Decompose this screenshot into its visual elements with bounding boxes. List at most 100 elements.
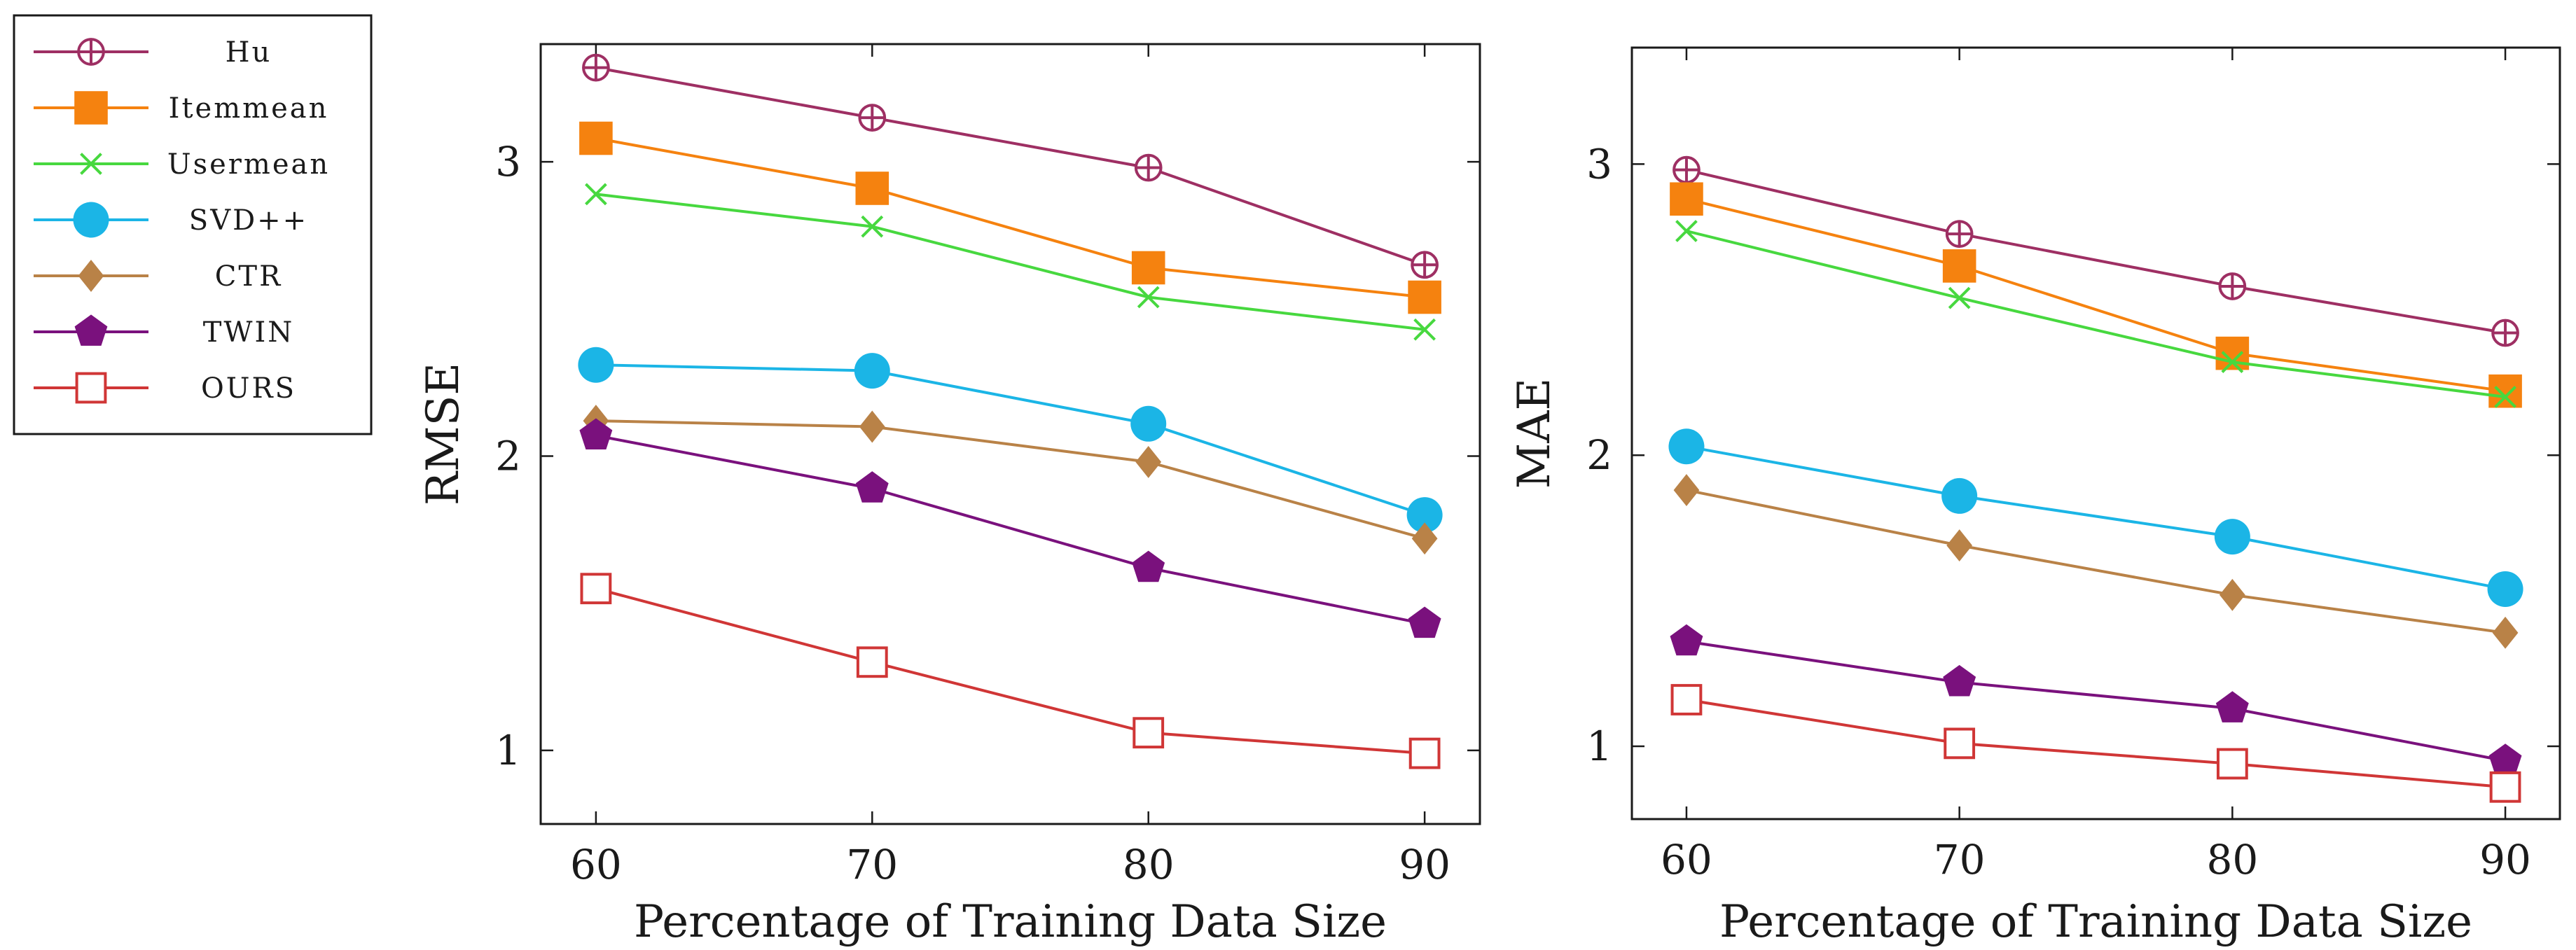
x-tick-label: 70 [846, 841, 898, 888]
legend-label: Usermean [167, 148, 330, 181]
data-point-hu-90 [2491, 319, 2519, 347]
legend-label: TWIN [203, 316, 295, 349]
y-tick-label: 3 [495, 138, 521, 186]
plot-frame [1630, 46, 2561, 820]
x-tick-label: 60 [570, 841, 622, 888]
series-twin [1670, 624, 2522, 775]
data-point-usermean-90 [2494, 386, 2516, 408]
series-line-itemmean [595, 137, 1425, 299]
legend-marker-svdplusplus [73, 202, 109, 238]
legend-entry-ours: OURS [34, 372, 296, 405]
data-point-ctr-60 [1673, 474, 1700, 507]
legend-marker-itemmean [74, 91, 108, 125]
data-point-twin-60 [1670, 624, 1703, 656]
data-point-itemmean-80 [1131, 251, 1165, 285]
legend-label: CTR [215, 260, 282, 293]
data-point-hu-60 [1673, 155, 1701, 184]
data-point-ours-90 [1408, 737, 1441, 769]
data-point-usermean-90 [1413, 318, 1436, 341]
legend-entry-hu: Hu [34, 36, 272, 69]
series-line-svdplusplus [1686, 445, 2506, 591]
x-tick-label: 60 [1661, 836, 1712, 883]
x-tick-label: 90 [1399, 841, 1450, 888]
data-point-ours-70 [856, 646, 888, 678]
series-itemmean [579, 121, 1441, 314]
data-point-itemmean-70 [855, 172, 889, 205]
legend-label: SVD++ [189, 204, 308, 237]
data-point-itemmean-60 [579, 121, 613, 155]
data-point-twin-70 [855, 471, 889, 503]
legend-box [13, 14, 373, 435]
legend-entry-ctr: CTR [34, 260, 282, 293]
series-line-twin [595, 434, 1425, 626]
data-point-svdplusplus-80 [1130, 405, 1167, 442]
data-point-usermean-60 [1675, 220, 1698, 242]
data-point-hu-90 [1411, 251, 1439, 279]
series-twin [579, 418, 1441, 638]
legend-label: OURS [201, 372, 296, 405]
series-line-svdplusplus [595, 363, 1425, 517]
legend: Hu Itemmean Usermean SVD++ CTR TWIN OURS [13, 14, 373, 435]
series-line-ctr [1686, 489, 2506, 634]
y-axis-title: MAE [1509, 378, 1560, 489]
data-point-itemmean-60 [1670, 182, 1703, 216]
data-point-itemmean-90 [2488, 374, 2522, 408]
data-point-svdplusplus-90 [2487, 571, 2523, 607]
series-line-hu [595, 66, 1425, 267]
series-line-ctr [595, 419, 1425, 540]
legend-entry-itemmean: Itemmean [34, 91, 326, 125]
legend-marker-ctr [78, 260, 104, 292]
y-tick-label: 3 [1586, 140, 1612, 188]
data-point-ours-70 [1944, 727, 1976, 760]
data-point-twin-80 [1132, 550, 1165, 582]
series-ctr [583, 405, 1438, 555]
data-point-svdplusplus-70 [854, 353, 890, 389]
legend-marker-usermean [80, 153, 102, 175]
data-point-usermean-70 [861, 215, 884, 238]
data-point-ctr-80 [2219, 578, 2245, 611]
data-point-ours-80 [2216, 748, 2248, 780]
data-point-svdplusplus-60 [578, 347, 614, 383]
series-line-twin [1686, 640, 2506, 762]
y-tick-label: 1 [495, 727, 521, 774]
legend-marker-twin [74, 314, 108, 346]
legend-entry-usermean: Usermean [34, 148, 330, 181]
data-point-usermean-60 [585, 183, 607, 206]
data-point-usermean-80 [1137, 286, 1160, 309]
series-ctr [1673, 474, 2519, 649]
data-point-hu-80 [1134, 153, 1163, 182]
data-point-twin-70 [1943, 664, 1976, 697]
data-point-twin-90 [1408, 606, 1441, 638]
series-hu [582, 53, 1439, 279]
plot-frame [539, 43, 1481, 825]
data-point-ours-90 [2489, 771, 2521, 803]
data-point-twin-60 [579, 418, 613, 449]
series-hu [1673, 155, 2519, 347]
legend-label: Hu [226, 36, 272, 69]
legend-marker-hu [77, 38, 105, 66]
data-point-svdplusplus-80 [2214, 519, 2250, 555]
series-svdplusplus [578, 347, 1443, 533]
x-tick-label: 80 [1123, 841, 1175, 888]
data-point-hu-70 [1945, 220, 1974, 248]
series-line-usermean [595, 193, 1425, 331]
x-tick-label: 80 [2206, 836, 2258, 883]
series-line-usermean [1686, 230, 2506, 398]
data-point-ctr-70 [1946, 529, 1973, 562]
data-point-ctr-80 [1135, 445, 1162, 478]
data-point-hu-80 [2218, 272, 2247, 300]
data-point-svdplusplus-90 [1406, 497, 1443, 533]
series-line-itemmean [1686, 197, 2506, 393]
data-point-ctr-90 [1411, 522, 1438, 555]
data-point-usermean-80 [2221, 351, 2244, 373]
series-svdplusplus [1668, 428, 2523, 607]
data-point-ctr-70 [859, 410, 885, 443]
series-line-ours [595, 587, 1425, 755]
data-point-ours-60 [1670, 684, 1703, 715]
data-point-itemmean-80 [2215, 336, 2250, 370]
data-point-svdplusplus-60 [1668, 428, 1705, 465]
series-line-hu [1686, 168, 2506, 335]
series-itemmean [1670, 182, 2522, 408]
